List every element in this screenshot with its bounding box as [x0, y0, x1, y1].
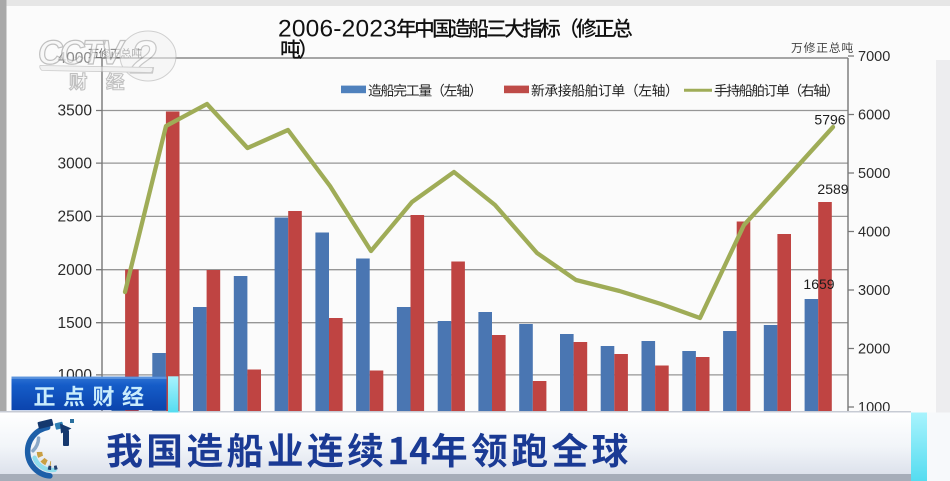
svg-text:2: 2 [130, 31, 157, 83]
svg-text:2000: 2000 [58, 262, 93, 279]
svg-text:6000: 6000 [858, 108, 890, 124]
svg-text:2000: 2000 [858, 342, 890, 358]
svg-text:3000: 3000 [858, 283, 890, 299]
svg-text:3000: 3000 [58, 155, 93, 172]
svg-text:1500: 1500 [58, 315, 93, 332]
svg-text:4000: 4000 [58, 50, 93, 67]
svg-text:3500: 3500 [58, 103, 93, 120]
svg-text:2589: 2589 [817, 181, 848, 197]
svg-text:4000: 4000 [858, 225, 890, 241]
svg-text:2006-2023: 2006-2023 [278, 16, 397, 43]
svg-text:2500: 2500 [58, 209, 93, 226]
svg-text:5796: 5796 [814, 112, 845, 128]
svg-text:1659: 1659 [803, 276, 834, 292]
svg-text:7000: 7000 [858, 49, 890, 65]
svg-text:5000: 5000 [858, 166, 890, 182]
